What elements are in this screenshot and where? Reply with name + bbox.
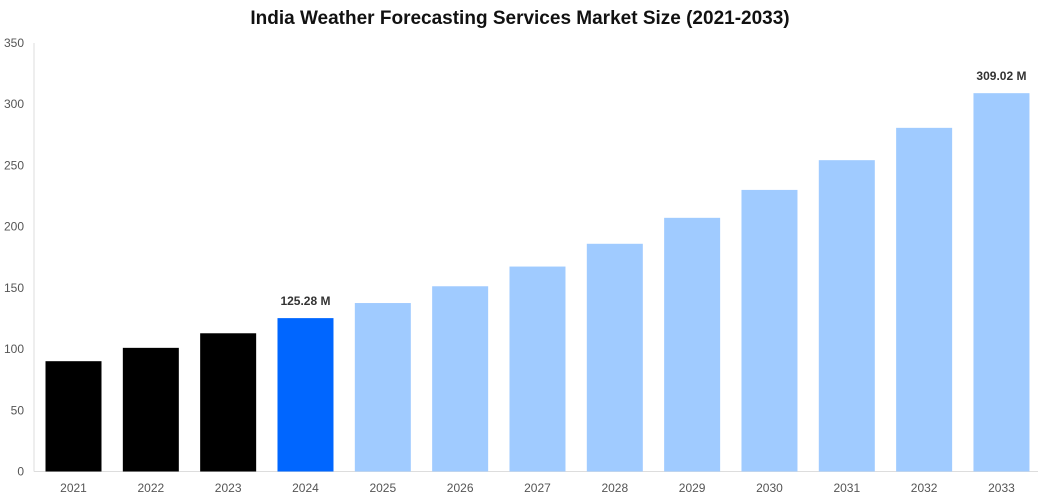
bar-2021 (45, 361, 102, 472)
y-tick-label: 300 (4, 97, 24, 111)
bar-2027 (509, 266, 566, 472)
x-tick-label: 2021 (60, 481, 87, 495)
y-tick-label: 250 (4, 158, 24, 172)
y-tick-label: 150 (4, 281, 24, 295)
x-tick-label: 2031 (833, 481, 860, 495)
bar-2031 (818, 160, 875, 472)
y-tick-label: 100 (4, 342, 24, 356)
y-tick-label: 200 (4, 220, 24, 234)
x-tick-label: 2023 (215, 481, 242, 495)
bar-2025 (354, 303, 411, 472)
x-tick-label: 2026 (447, 481, 474, 495)
x-tick-label: 2025 (369, 481, 396, 495)
y-tick-label: 50 (11, 403, 25, 417)
x-tick-label: 2024 (292, 481, 319, 495)
x-tick-label: 2022 (137, 481, 164, 495)
bar-2032 (896, 127, 953, 472)
x-tick-label: 2032 (911, 481, 938, 495)
data-label-2033: 309.02 M (976, 69, 1026, 83)
bar-2029 (664, 217, 721, 472)
bar-2024 (277, 318, 334, 472)
bar-2022 (122, 347, 179, 472)
bar-2023 (200, 333, 257, 472)
data-label-2024: 125.28 M (280, 294, 330, 308)
x-tick-label: 2028 (601, 481, 628, 495)
x-tick-label: 2029 (679, 481, 706, 495)
x-tick-label: 2033 (988, 481, 1015, 495)
chart-title: India Weather Forecasting Services Marke… (250, 8, 790, 29)
x-tick-label: 2027 (524, 481, 551, 495)
bar-2026 (432, 286, 489, 472)
y-tick-label: 350 (4, 36, 24, 50)
bar-2028 (586, 243, 643, 472)
bar-2033 (973, 93, 1030, 472)
x-tick-label: 2030 (756, 481, 783, 495)
bar-2030 (741, 189, 798, 472)
y-tick-label: 0 (17, 465, 24, 479)
